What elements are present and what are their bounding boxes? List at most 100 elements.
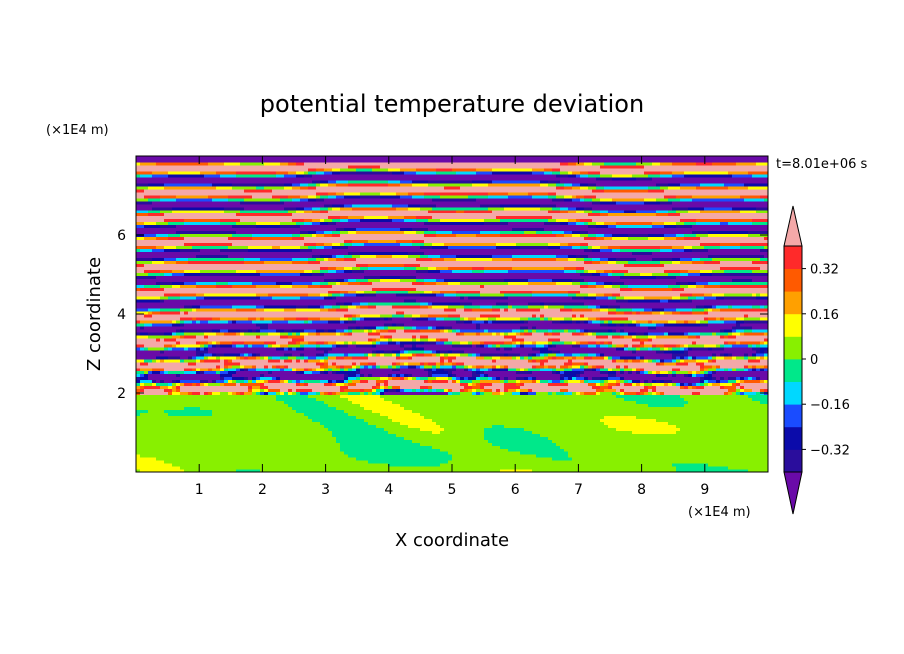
field-cell — [496, 242, 517, 247]
field-cell — [432, 206, 489, 211]
field-cell — [488, 328, 513, 333]
field-cell — [332, 305, 341, 309]
field-cell — [312, 388, 341, 393]
field-cell — [604, 388, 617, 393]
field-cell — [280, 334, 289, 339]
field-cell — [580, 373, 609, 378]
field-cell — [656, 370, 661, 375]
field-cell — [136, 269, 145, 273]
field-cell — [716, 379, 721, 384]
field-cell — [608, 296, 613, 300]
field-cell — [360, 194, 381, 199]
field-cell — [212, 328, 221, 333]
field-cell — [524, 367, 529, 372]
field-cell — [516, 343, 521, 348]
field-cell — [420, 334, 429, 339]
field-cell — [624, 209, 637, 214]
field-cell — [424, 230, 437, 235]
field-cell — [684, 248, 693, 252]
field-cell — [308, 197, 317, 202]
field-cell — [612, 281, 625, 285]
field-cell — [732, 355, 737, 360]
field-cell — [356, 293, 365, 297]
field-cell — [368, 239, 397, 244]
field-cell — [352, 355, 369, 360]
field-cell — [172, 391, 181, 396]
field-cell — [312, 206, 321, 211]
field-cell — [136, 167, 309, 172]
field-cell — [612, 176, 637, 181]
field-cell — [180, 466, 677, 470]
field-cell — [512, 266, 565, 270]
field-cell — [184, 319, 193, 324]
field-cell — [136, 308, 149, 312]
field-cell — [192, 391, 201, 396]
field-cell — [428, 388, 433, 393]
field-cell — [396, 206, 409, 211]
field-cell — [352, 302, 361, 306]
field-cell — [252, 236, 293, 241]
field-cell — [388, 167, 401, 172]
field-cell — [244, 391, 253, 396]
field-cell — [408, 251, 425, 255]
field-cell — [244, 197, 281, 202]
field-cell — [560, 388, 569, 393]
field-cell — [520, 331, 525, 336]
field-cell — [568, 293, 577, 297]
field-cell — [600, 379, 605, 384]
field-cell — [312, 272, 325, 276]
field-cell — [388, 325, 405, 330]
field-cell — [464, 367, 469, 372]
field-cell — [348, 385, 373, 390]
field-cell — [448, 358, 453, 363]
field-cell — [256, 293, 269, 297]
field-cell — [548, 182, 557, 187]
field-cell — [656, 361, 661, 366]
field-cell — [404, 349, 409, 354]
field-cell — [760, 358, 768, 363]
field-cell — [412, 376, 417, 381]
field-cell — [692, 230, 709, 235]
field-cell — [656, 388, 729, 393]
field-cell — [448, 391, 453, 396]
field-cell — [492, 179, 541, 184]
field-cell — [296, 379, 301, 384]
field-cell — [688, 284, 697, 288]
field-cell — [392, 316, 413, 321]
field-cell — [592, 355, 605, 360]
field-cell — [508, 305, 513, 309]
field-cell — [752, 367, 757, 372]
field-cell — [584, 194, 597, 199]
field-cell — [176, 197, 213, 202]
field-cell — [380, 194, 401, 199]
field-cell — [432, 430, 441, 434]
field-cell — [492, 424, 505, 428]
field-cell — [760, 257, 768, 261]
field-cell — [660, 373, 669, 378]
field-cell — [520, 382, 525, 387]
field-cell — [280, 331, 289, 336]
y-tick-label: 6 — [117, 228, 126, 244]
field-cell — [304, 218, 313, 223]
field-cell — [752, 388, 761, 393]
field-cell — [136, 164, 349, 169]
field-cell — [516, 388, 521, 393]
field-cell — [424, 239, 768, 244]
field-cell — [308, 305, 321, 309]
field-cell — [236, 379, 245, 384]
x-axis-label: X coordinate — [395, 530, 509, 551]
field-cell — [708, 373, 713, 378]
field-cell — [348, 215, 365, 220]
field-cell — [416, 215, 433, 220]
field-cell — [564, 197, 573, 202]
field-cell — [136, 415, 309, 419]
field-cell — [608, 385, 613, 390]
field-cell — [532, 370, 553, 375]
field-cell — [644, 385, 649, 390]
field-cell — [624, 346, 629, 351]
field-cell — [328, 194, 337, 199]
field-cell — [672, 352, 689, 357]
field-cell — [464, 209, 493, 214]
field-cell — [456, 379, 461, 384]
field-cell — [612, 391, 617, 396]
